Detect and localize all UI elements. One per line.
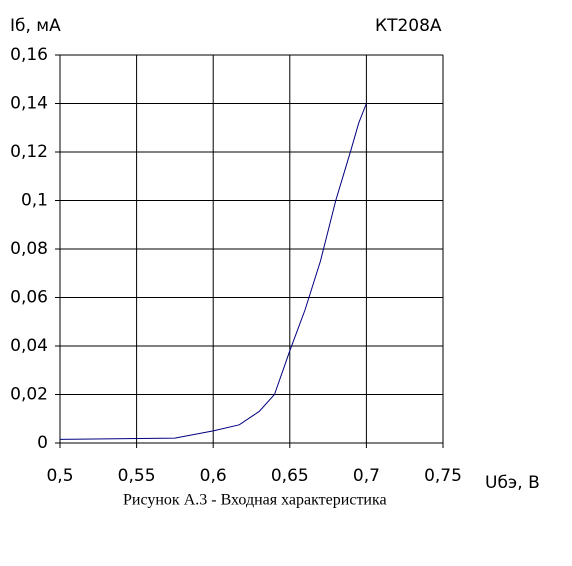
x-tick-label: 0,75 <box>424 466 462 486</box>
y-tick-label: 0,14 <box>10 94 48 114</box>
y-tick-label: 0,06 <box>10 288 48 308</box>
x-axis-label: Uбэ, В <box>485 473 540 493</box>
y-tick-label: 0,1 <box>21 191 48 211</box>
y-tick-label: 0,04 <box>10 336 48 356</box>
x-tick-label: 0,55 <box>118 466 156 486</box>
x-tick-label: 0,5 <box>46 466 73 486</box>
y-tick-label: 0,08 <box>10 239 48 259</box>
caption: Рисунок А.3 - Входная характеристика <box>123 492 387 509</box>
y-tick-label: 0,16 <box>10 45 48 65</box>
chart-title: КТ208А <box>375 16 442 36</box>
y-tick-label: 0,12 <box>10 142 48 162</box>
x-tick-label: 0,7 <box>353 466 380 486</box>
data-line <box>59 103 367 440</box>
y-tick-label: 0 <box>37 433 48 453</box>
y-axis-label: Iб, мА <box>10 16 61 36</box>
y-tick-label: 0,02 <box>10 385 48 405</box>
x-tick-label: 0,6 <box>200 466 227 486</box>
x-tick-label: 0,65 <box>271 466 309 486</box>
